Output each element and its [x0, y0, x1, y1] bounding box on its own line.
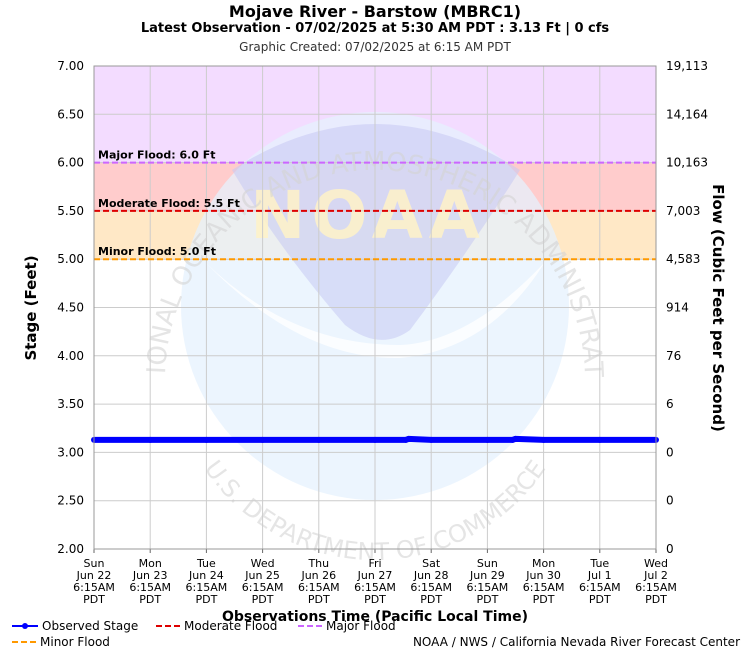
stage-tick-label: 6.00: [57, 156, 84, 170]
stage-tick-labels: 7.00 6.50 6.00 5.50 5.00 4.50 4.00 3.50 3.00 2.50…: [57, 59, 84, 556]
flow-tick-labels: 19,113 14,164 10,163 7,003 4,583 914 76 6 0 0 0: [666, 59, 708, 556]
graphic-created: Graphic Created: 07/02/2025 at 6:15 AM P…: [239, 40, 511, 54]
threshold-label-major-flood: Major Flood: 6.0 Ft: [98, 149, 216, 162]
time-tick-labels: Sun Jun 22 6:15AM PDT Mon Jun 23 6:15AM PDT Tue J…: [73, 557, 677, 606]
watermark-gull: [232, 124, 520, 340]
credit-text: NOAA / NWS / California Nevada River For…: [412, 635, 740, 649]
flow-tick-label: 6: [666, 397, 674, 411]
time-axis-title: Observations Time (Pacific Local Time): [222, 609, 528, 625]
observed-stage-point: [428, 436, 435, 443]
flow-tick-label: 14,164: [666, 107, 708, 121]
stage-tick-label: 2.50: [57, 494, 84, 508]
latest-observation: Latest Observation - 07/02/2025 at 5:30 …: [140, 21, 610, 36]
flood-threshold-lines: Major Flood: 6.0 Ft Moderate Flood: 5.5 F…: [94, 149, 656, 261]
time-tick-label: Thu Jun 26 6:15AM PDT: [298, 557, 340, 606]
legend-major-label: Major Flood: [326, 619, 396, 633]
observed-stage-point: [405, 435, 412, 442]
flow-tick-label: 914: [666, 301, 689, 315]
observed-stage-point: [484, 436, 491, 443]
observed-stage-point: [259, 436, 266, 443]
observed-stage-point: [203, 436, 210, 443]
time-tick-label: Sun Jun 29 6:15AM PDT: [467, 557, 509, 606]
legend-minor-swatch: [12, 641, 36, 643]
legend-observed-label: Observed Stage: [42, 619, 139, 633]
plot-frame: [93, 65, 657, 550]
time-tick-label: Mon Jun 23 6:15AM PDT: [129, 557, 171, 606]
observed-stage-point: [512, 435, 519, 442]
time-tick-label: Mon Jun 30 6:15AM PDT: [523, 557, 565, 606]
legend-moderate-swatch: [156, 625, 180, 627]
legend-major-swatch: [298, 625, 322, 627]
stage-tick-label: 6.50: [57, 107, 84, 121]
time-tick-label: Sun Jun 22 6:15AM PDT: [73, 557, 115, 606]
stage-tick-label: 5.50: [57, 204, 84, 218]
flow-tick-label: 0: [666, 542, 674, 556]
legend-minor-label: Minor Flood: [40, 635, 110, 649]
flow-tick-label: 19,113: [666, 59, 708, 73]
stage-tick-label: 4.00: [57, 349, 84, 363]
time-tick-label: Wed Jun 25 6:15AM PDT: [242, 557, 284, 606]
stage-tick-label: 3.50: [57, 397, 84, 411]
time-tick-label: Tue Jul 1 6:15AM PDT: [579, 557, 621, 606]
observed-stage-point: [147, 436, 154, 443]
time-tick-label: Sat Jun 28 6:15AM PDT: [410, 557, 452, 606]
time-tick-label: Fri Jun 27 6:15AM PDT: [354, 557, 396, 606]
flow-tick-label: 4,583: [666, 252, 700, 266]
watermark-wave: [205, 262, 545, 359]
legend-minor-flood: Minor Flood: [12, 635, 110, 649]
observed-stage-series: [91, 435, 659, 443]
legend-observed-swatch: [12, 623, 38, 629]
stage-tick-label: 7.00: [57, 59, 84, 73]
legend-observed-stage: Observed Stage: [12, 619, 138, 633]
stage-tick-label: 2.00: [57, 542, 84, 556]
flow-tick-label: 0: [666, 445, 674, 459]
stage-tick-label: 3.00: [57, 445, 84, 459]
time-tick-label: Wed Jul 2 6:15AM PDT: [635, 557, 677, 606]
flow-tick-label: 7,003: [666, 204, 700, 218]
observed-stage-point: [315, 436, 322, 443]
flow-tick-label: 10,163: [666, 156, 708, 170]
observed-stage-point: [596, 436, 603, 443]
flow-tick-label: 0: [666, 494, 674, 508]
stage-axis-title: Stage (Feet): [22, 255, 40, 360]
chart-title: Mojave River - Barstow (MBRC1): [228, 2, 522, 21]
flow-tick-label: 76: [666, 349, 681, 363]
watermark-logo: NOAA: [250, 177, 486, 254]
threshold-label-minor-flood: Minor Flood: 5.0 Ft: [98, 245, 216, 258]
observed-stage-point: [540, 436, 547, 443]
stage-tick-label: 5.00: [57, 252, 84, 266]
time-tick-label: Tue Jun 24 6:15AM PDT: [186, 557, 228, 606]
observed-stage-point: [372, 436, 378, 443]
legend-moderate-label: Moderate Flood: [184, 619, 278, 633]
legend-major-flood: Major Flood: [298, 619, 396, 633]
stage-tick-label: 4.50: [57, 301, 84, 315]
legend-moderate-flood: Moderate Flood: [156, 619, 277, 633]
flow-axis-title: Flow (Cubic Feet per Second): [709, 184, 727, 432]
threshold-label-moderate-flood: Moderate Flood: 5.5 Ft: [98, 197, 240, 210]
